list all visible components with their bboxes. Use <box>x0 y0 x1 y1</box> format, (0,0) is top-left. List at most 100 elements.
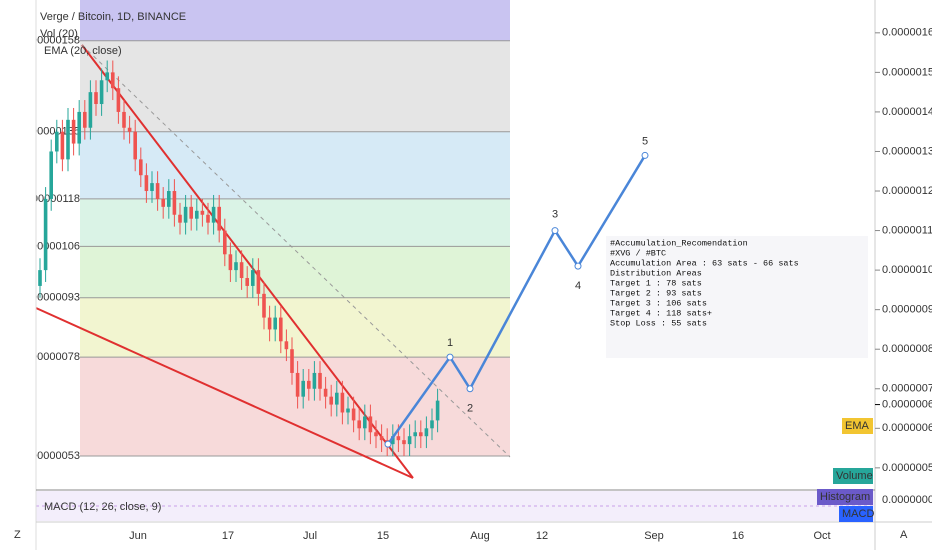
candle-body <box>55 131 59 152</box>
candle-body <box>161 198 165 207</box>
corner-label[interactable]: Z <box>14 529 21 541</box>
candle-body <box>419 432 423 437</box>
candle-body <box>234 262 238 271</box>
annotation-line: #XVG / #BTC <box>610 248 666 258</box>
candle-body <box>396 436 401 441</box>
pane-tag <box>839 506 873 522</box>
candle-body <box>183 206 188 223</box>
candle-body <box>228 254 233 271</box>
candle-body <box>413 432 417 437</box>
candle-body <box>340 392 345 413</box>
candle-body <box>150 183 154 192</box>
candle-body <box>200 210 205 215</box>
candle-body <box>424 428 429 437</box>
candle-body <box>279 317 283 342</box>
annotation-line: Stop Loss : 55 sats <box>610 318 707 328</box>
fib-band <box>80 357 510 456</box>
candle-body <box>318 372 322 389</box>
candle-body <box>374 432 378 437</box>
left-toolbar <box>0 0 36 550</box>
annotation-line: Target 1 : 78 sats <box>610 278 702 288</box>
candle-body <box>77 111 81 144</box>
candle-body <box>49 151 53 199</box>
candle-body <box>379 436 384 441</box>
annotation-line: Target 2 : 93 sats <box>610 288 702 298</box>
indicator-label: MACD (12, 26, close, 9) <box>44 501 161 513</box>
annotation-line: Distribution Areas <box>610 268 702 278</box>
candle-body <box>351 408 356 421</box>
candle-body <box>223 230 227 255</box>
chart-title: Verge / Bitcoin, 1D, BINANCE <box>40 11 186 23</box>
candle-body <box>211 206 216 223</box>
candle-body <box>335 392 339 405</box>
wave-point <box>551 227 559 235</box>
pane-tag-label: MACD <box>842 508 874 520</box>
candle-body <box>111 72 115 89</box>
fib-band <box>80 131 510 199</box>
pane-tag-label: EMA <box>845 420 870 432</box>
trend-line <box>81 44 511 458</box>
candle-body <box>346 408 350 413</box>
candle-body <box>323 388 328 397</box>
candle-body <box>256 270 261 294</box>
trend-line <box>81 44 414 479</box>
annotation-line: Target 3 : 106 sats <box>610 298 707 308</box>
annotation-line: Target 4 : 118 sats+ <box>610 308 712 318</box>
wave-label: 3 <box>552 208 558 220</box>
candle-body <box>71 119 76 144</box>
candle-body <box>116 88 121 112</box>
indicator-label: Vol (20) <box>40 28 78 40</box>
pane-tag <box>817 489 873 505</box>
candle-body <box>245 278 249 286</box>
candle-body <box>99 80 104 105</box>
x-tick-label: 16 <box>732 530 744 542</box>
pane-tag <box>842 418 873 434</box>
candle-body <box>38 270 42 286</box>
candle-body <box>189 206 193 219</box>
annotation-box <box>606 236 868 358</box>
fib-band <box>80 246 510 298</box>
candle-body <box>144 175 149 192</box>
candle-body <box>172 191 177 215</box>
candle-body <box>167 191 171 207</box>
wave-label: 5 <box>642 135 648 147</box>
x-tick-label: Aug <box>470 530 490 542</box>
fib-band <box>80 198 510 247</box>
candle-body <box>178 214 182 223</box>
wave-point <box>446 353 454 361</box>
annotation-line: Accumulation Area : 63 sats - 66 sats <box>610 258 799 268</box>
candle-body <box>301 380 305 397</box>
candle-body <box>251 270 255 286</box>
wave-line <box>386 154 647 445</box>
candle-body <box>206 214 210 223</box>
candle-body <box>60 131 65 160</box>
candle-body <box>368 416 373 433</box>
pane-tag <box>833 468 873 484</box>
last-price-label: 0.00000066 <box>882 398 932 410</box>
candle-body <box>94 92 98 105</box>
candle-body <box>239 262 244 279</box>
annotation-line: #Accumulation_Recomendation <box>610 238 748 248</box>
candle-body <box>430 420 434 429</box>
candle-body <box>139 159 143 176</box>
candle-body <box>262 293 266 318</box>
wave-point <box>641 151 649 159</box>
candle-body <box>312 372 317 389</box>
candle-body <box>391 436 395 445</box>
candle-body <box>122 111 126 128</box>
plot-area: 0.000001580.000001350.000001180.00000106… <box>22 0 875 521</box>
corner-label[interactable]: A <box>900 529 908 541</box>
candle-body <box>295 372 300 397</box>
